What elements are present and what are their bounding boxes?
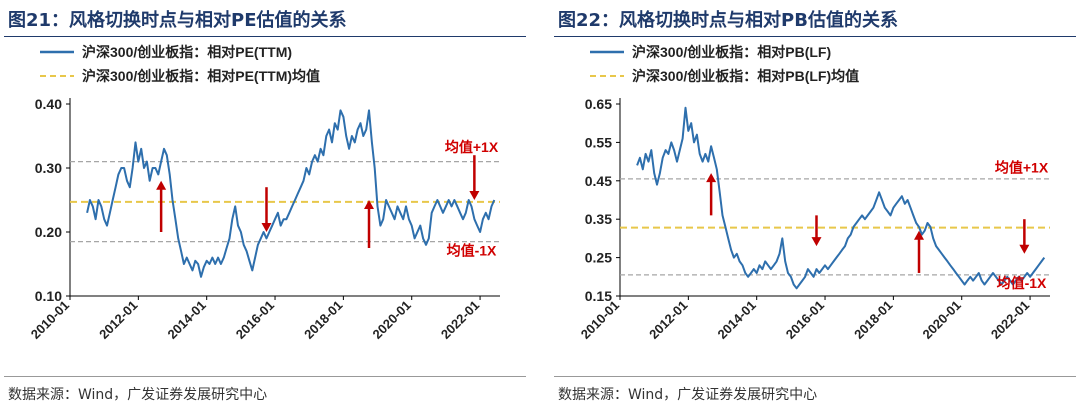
series-line: [636, 106, 1046, 290]
x-tick-label: 2022-01: [988, 298, 1032, 342]
source-divider: [4, 376, 526, 377]
title-divider: [554, 36, 1076, 37]
x-tick-label: 2014-01: [714, 298, 758, 342]
y-tick-label: 0.45: [585, 173, 612, 189]
x-tick-label: 2012-01: [646, 298, 690, 342]
source-note: 数据来源：Wind，广发证券发展研究中心: [558, 387, 818, 403]
signal-arrowhead: [706, 173, 717, 183]
x-tick-label: 2022-01: [438, 298, 482, 342]
signal-arrowhead: [1019, 244, 1030, 254]
chart-panel-pe: 图21：风格切换时点与相对PE估值的关系 沪深300/创业板指：相对PE(TTM…: [0, 0, 530, 418]
x-tick-label: 2018-01: [851, 298, 895, 342]
y-tick-label: 0.10: [35, 288, 62, 304]
band-annotation: 均值-1X: [997, 275, 1047, 291]
legend-label: 沪深300/创业板指：相对PB(LF): [632, 44, 831, 60]
y-tick-label: 0.35: [585, 211, 612, 227]
chart-panel-pb: 图22：风格切换时点与相对PB估值的关系 沪深300/创业板指：相对PB(LF)…: [550, 0, 1080, 418]
x-tick-label: 2012-01: [96, 298, 140, 342]
source-divider: [554, 376, 1076, 377]
band-annotation: 均值-1X: [447, 243, 497, 259]
x-tick-label: 2016-01: [233, 298, 277, 342]
chart-title: 图21：风格切换时点与相对PE估值的关系: [8, 10, 347, 31]
x-tick-label: 2020-01: [369, 298, 413, 342]
series-line: [86, 109, 496, 278]
y-tick-label: 0.30: [35, 160, 62, 176]
x-tick-label: 2016-01: [783, 298, 827, 342]
title-divider: [4, 36, 526, 37]
band-annotation: 均值+1X: [995, 159, 1049, 175]
signal-arrowhead: [914, 230, 925, 240]
legend-label: 沪深300/创业板指：相对PB(LF)均值: [632, 68, 859, 84]
x-tick-label: 2010-01: [578, 298, 622, 342]
x-tick-label: 2014-01: [164, 298, 208, 342]
source-note: 数据来源：Wind，广发证券发展研究中心: [8, 387, 268, 403]
chart-title: 图22：风格切换时点与相对PB估值的关系: [558, 10, 898, 31]
band-annotation: 均值+1X: [445, 139, 499, 155]
x-tick-label: 2020-01: [919, 298, 963, 342]
signal-arrowhead: [261, 223, 272, 232]
y-tick-label: 0.65: [585, 96, 612, 112]
y-tick-label: 0.15: [585, 288, 612, 304]
x-tick-label: 2018-01: [301, 298, 345, 342]
pb-chart: 沪深300/创业板指：相对PB(LF) 沪深300/创业板指：相对PB(LF)均值…: [578, 44, 1050, 342]
legend-label: 沪深300/创业板指：相对PE(TTM): [82, 44, 292, 60]
y-tick-label: 0.20: [35, 224, 62, 240]
signal-arrowhead: [811, 237, 822, 247]
y-tick-label: 0.40: [35, 96, 62, 112]
legend-label: 沪深300/创业板指：相对PE(TTM)均值: [82, 68, 320, 84]
signal-arrowhead: [469, 191, 480, 200]
signal-arrowhead: [156, 180, 167, 190]
signal-arrowhead: [364, 200, 375, 209]
y-tick-label: 0.55: [585, 134, 612, 150]
y-tick-label: 0.25: [585, 250, 612, 266]
pe-chart: 沪深300/创业板指：相对PE(TTM) 沪深300/创业板指：相对PE(TTM)…: [28, 44, 500, 342]
x-tick-label: 2010-01: [28, 298, 72, 342]
